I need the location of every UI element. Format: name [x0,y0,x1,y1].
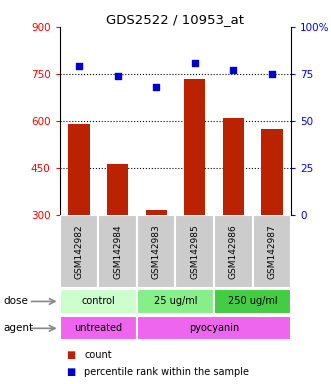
Bar [60,290,137,313]
Text: agent: agent [3,323,33,333]
Text: ■: ■ [66,350,75,360]
Point [231,67,236,73]
Text: control: control [81,296,115,306]
Text: GSM142986: GSM142986 [229,224,238,279]
Bar [137,316,291,340]
Point [154,84,159,90]
Point [192,60,197,66]
Bar [184,79,205,215]
Bar [175,215,214,288]
Text: GSM142983: GSM142983 [152,224,161,279]
Text: percentile rank within the sample: percentile rank within the sample [84,367,249,377]
Bar [98,215,137,288]
Title: GDS2522 / 10953_at: GDS2522 / 10953_at [107,13,244,26]
Text: untreated: untreated [74,323,122,333]
Text: GSM142982: GSM142982 [74,224,83,279]
Text: GSM142984: GSM142984 [113,224,122,279]
Bar [60,316,137,340]
Point [115,73,120,79]
Text: count: count [84,350,112,360]
Bar [137,215,175,288]
Bar [214,215,253,288]
Text: pyocyanin: pyocyanin [189,323,239,333]
Bar [214,290,291,313]
Bar [137,290,214,313]
Text: 250 ug/ml: 250 ug/ml [228,296,277,306]
Text: dose: dose [3,296,28,306]
Point [269,71,275,77]
Point [76,63,81,70]
Text: ■: ■ [66,367,75,377]
Text: 25 ug/ml: 25 ug/ml [154,296,197,306]
Bar [60,215,98,288]
Bar [107,164,128,215]
Bar [146,210,167,215]
Bar [68,124,89,215]
Text: GSM142987: GSM142987 [267,224,276,279]
Text: GSM142985: GSM142985 [190,224,199,279]
Bar [223,118,244,215]
Bar [253,215,291,288]
Bar [261,129,283,215]
